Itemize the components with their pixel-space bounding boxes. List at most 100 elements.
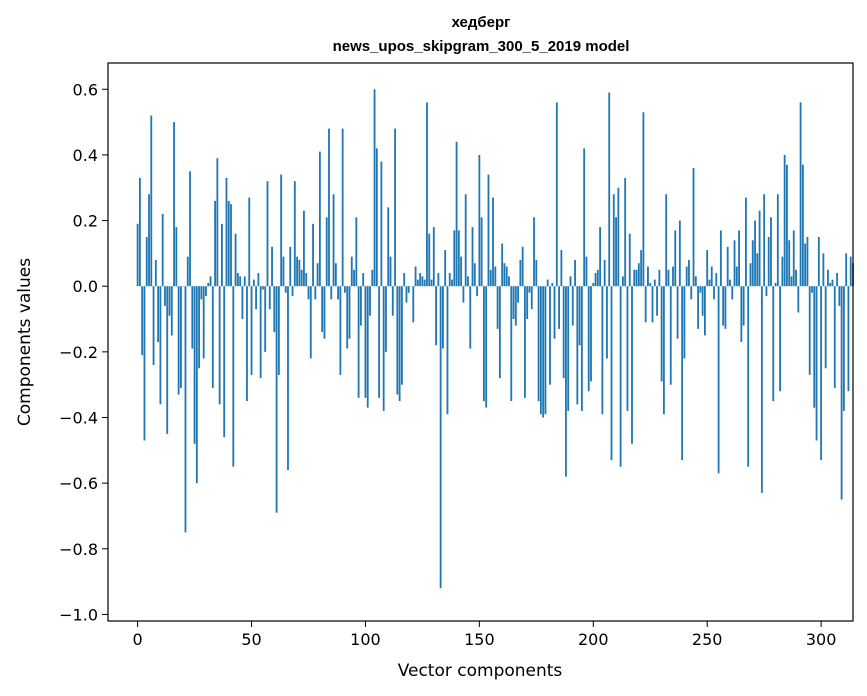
bar <box>631 286 633 444</box>
bar <box>355 217 358 287</box>
bar <box>353 269 355 287</box>
bar <box>200 286 203 300</box>
bar <box>606 286 608 359</box>
bar <box>767 236 770 287</box>
bar <box>667 269 670 287</box>
bar <box>628 233 631 287</box>
bar <box>726 246 729 287</box>
bar <box>168 286 171 316</box>
bar <box>583 148 586 287</box>
bar <box>694 276 697 287</box>
chart-title: хедберг <box>452 14 511 31</box>
bar <box>799 102 802 287</box>
bar <box>585 256 588 287</box>
bar <box>191 286 194 349</box>
bar <box>209 276 212 287</box>
bar <box>289 246 292 287</box>
bar <box>277 286 280 375</box>
bar <box>754 220 756 287</box>
bar <box>405 286 408 303</box>
bar <box>738 230 740 287</box>
bar <box>626 286 629 411</box>
bar <box>795 269 797 287</box>
bar <box>779 286 781 392</box>
bar <box>553 286 556 339</box>
bar <box>845 253 848 287</box>
bar <box>792 230 795 287</box>
bar <box>574 259 576 287</box>
bar <box>248 197 251 287</box>
bar <box>763 194 766 287</box>
bar <box>749 263 752 287</box>
bar <box>783 154 786 287</box>
bar <box>838 286 841 306</box>
bar <box>827 269 829 287</box>
bar <box>756 253 759 287</box>
bar <box>389 256 392 287</box>
bar <box>836 273 838 287</box>
bar <box>455 141 458 287</box>
bar <box>280 174 283 287</box>
bar <box>332 194 335 287</box>
bar <box>729 279 731 287</box>
bar <box>526 286 529 320</box>
bar <box>330 286 333 300</box>
bar <box>387 207 390 287</box>
bar <box>296 256 299 287</box>
bar <box>300 269 303 287</box>
bar <box>578 286 581 346</box>
bar <box>198 286 201 369</box>
bar <box>416 279 419 287</box>
bar <box>164 286 166 306</box>
y-tick-label: −1.0 <box>59 605 98 624</box>
bar <box>637 263 640 287</box>
bar <box>706 250 709 287</box>
bar <box>537 286 540 402</box>
bar <box>414 266 417 287</box>
bar <box>690 286 693 300</box>
bar <box>576 286 579 405</box>
bar <box>369 286 371 316</box>
bar <box>275 286 278 513</box>
bar <box>590 286 592 382</box>
bar <box>232 286 235 467</box>
bar <box>615 217 617 287</box>
bar <box>243 276 246 287</box>
bar <box>770 217 772 287</box>
bar <box>621 276 624 287</box>
bar <box>594 273 597 287</box>
bar <box>505 266 508 287</box>
bar <box>571 286 574 326</box>
bar <box>266 181 269 287</box>
bar <box>316 263 319 287</box>
bar <box>619 286 622 467</box>
bar <box>735 266 738 287</box>
bar <box>672 266 674 287</box>
bar <box>815 286 818 441</box>
bar <box>346 286 349 349</box>
bar <box>207 282 210 287</box>
bar <box>599 227 602 287</box>
bar <box>298 259 301 287</box>
bar <box>551 282 554 287</box>
bar <box>214 200 216 287</box>
bar <box>227 200 230 287</box>
bar <box>811 286 813 293</box>
bar <box>829 282 832 287</box>
bar <box>651 286 654 323</box>
bar <box>239 276 242 287</box>
x-tick-label: 200 <box>578 630 609 649</box>
chart-subtitle: news_upos_skipgram_300_5_2019 model <box>333 38 630 55</box>
bar <box>216 158 219 287</box>
bar <box>325 217 328 287</box>
bar <box>747 286 750 467</box>
bar <box>423 279 426 287</box>
bar <box>790 276 793 287</box>
bar <box>145 236 148 287</box>
bar <box>268 286 271 310</box>
bar <box>170 286 173 336</box>
bar <box>412 286 415 323</box>
x-tick-label: 50 <box>241 630 261 649</box>
bar <box>400 286 403 385</box>
bar <box>284 286 287 293</box>
